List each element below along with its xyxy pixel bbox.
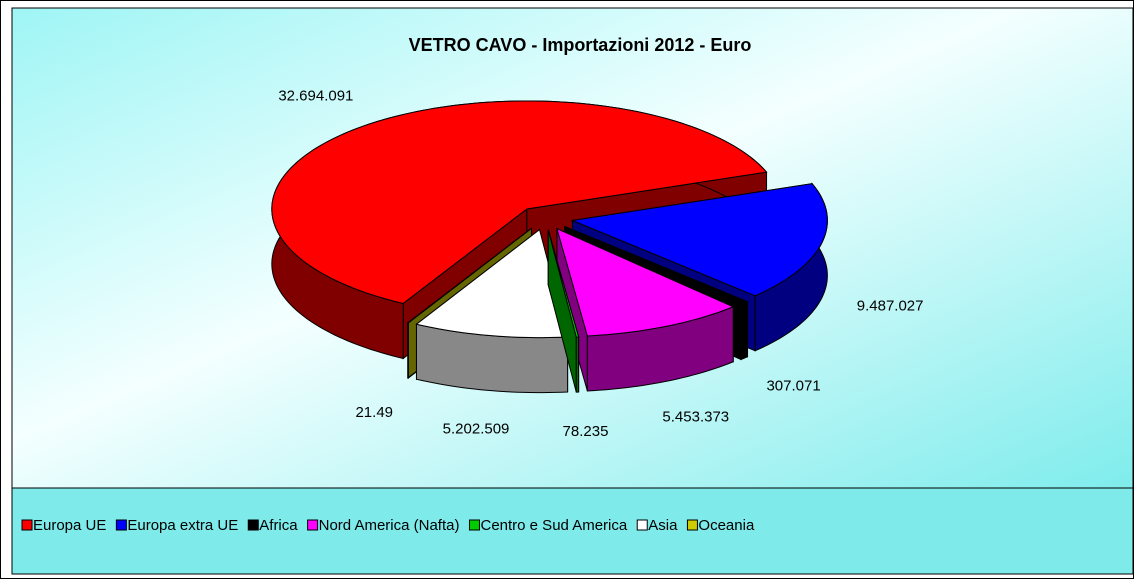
slice-wall — [740, 300, 749, 361]
legend-label: Oceania — [698, 517, 755, 534]
legend-swatch — [115, 519, 127, 531]
legend-swatch — [307, 519, 319, 531]
legend-swatch — [247, 519, 259, 531]
value-label: 5.453.373 — [662, 409, 729, 426]
legend-label: Nord America (Nafta) — [319, 517, 460, 534]
legend-label: Asia — [648, 517, 678, 534]
slice-wall — [575, 336, 580, 393]
legend-label: Europa UE — [33, 517, 106, 534]
slice — [564, 225, 749, 306]
value-label: 307.071 — [766, 377, 820, 394]
value-label: 32.694.091 — [278, 87, 353, 104]
slice — [570, 183, 828, 297]
slice — [547, 229, 580, 338]
slice-wall — [407, 322, 409, 379]
value-label: 9.487.027 — [857, 298, 924, 315]
slice — [415, 228, 569, 339]
legend-swatch — [636, 519, 648, 531]
legend-label: Centro e Sud America — [480, 517, 627, 534]
legend-label: Europa extra UE — [127, 517, 238, 534]
slice — [556, 227, 735, 337]
legend-swatch — [468, 519, 480, 531]
pie: 32.694.091 9.487.027 307.071 5.453.373 78.23… — [271, 87, 924, 440]
value-label: 21.49 — [355, 404, 393, 421]
legend-box — [11, 487, 1134, 575]
legend-swatch — [21, 519, 33, 531]
value-label: 5.202.509 — [443, 421, 510, 438]
legend-label: Africa — [259, 517, 298, 534]
value-label: 78.235 — [563, 423, 609, 440]
legend-swatch — [686, 519, 698, 531]
chart-title: VETRO CAVO - Importazioni 2012 - Euro — [409, 35, 752, 55]
slice — [271, 100, 768, 304]
legend: Europa UE Europa extra UE Africa Nord Ameri… — [21, 517, 755, 534]
slice — [406, 227, 532, 324]
